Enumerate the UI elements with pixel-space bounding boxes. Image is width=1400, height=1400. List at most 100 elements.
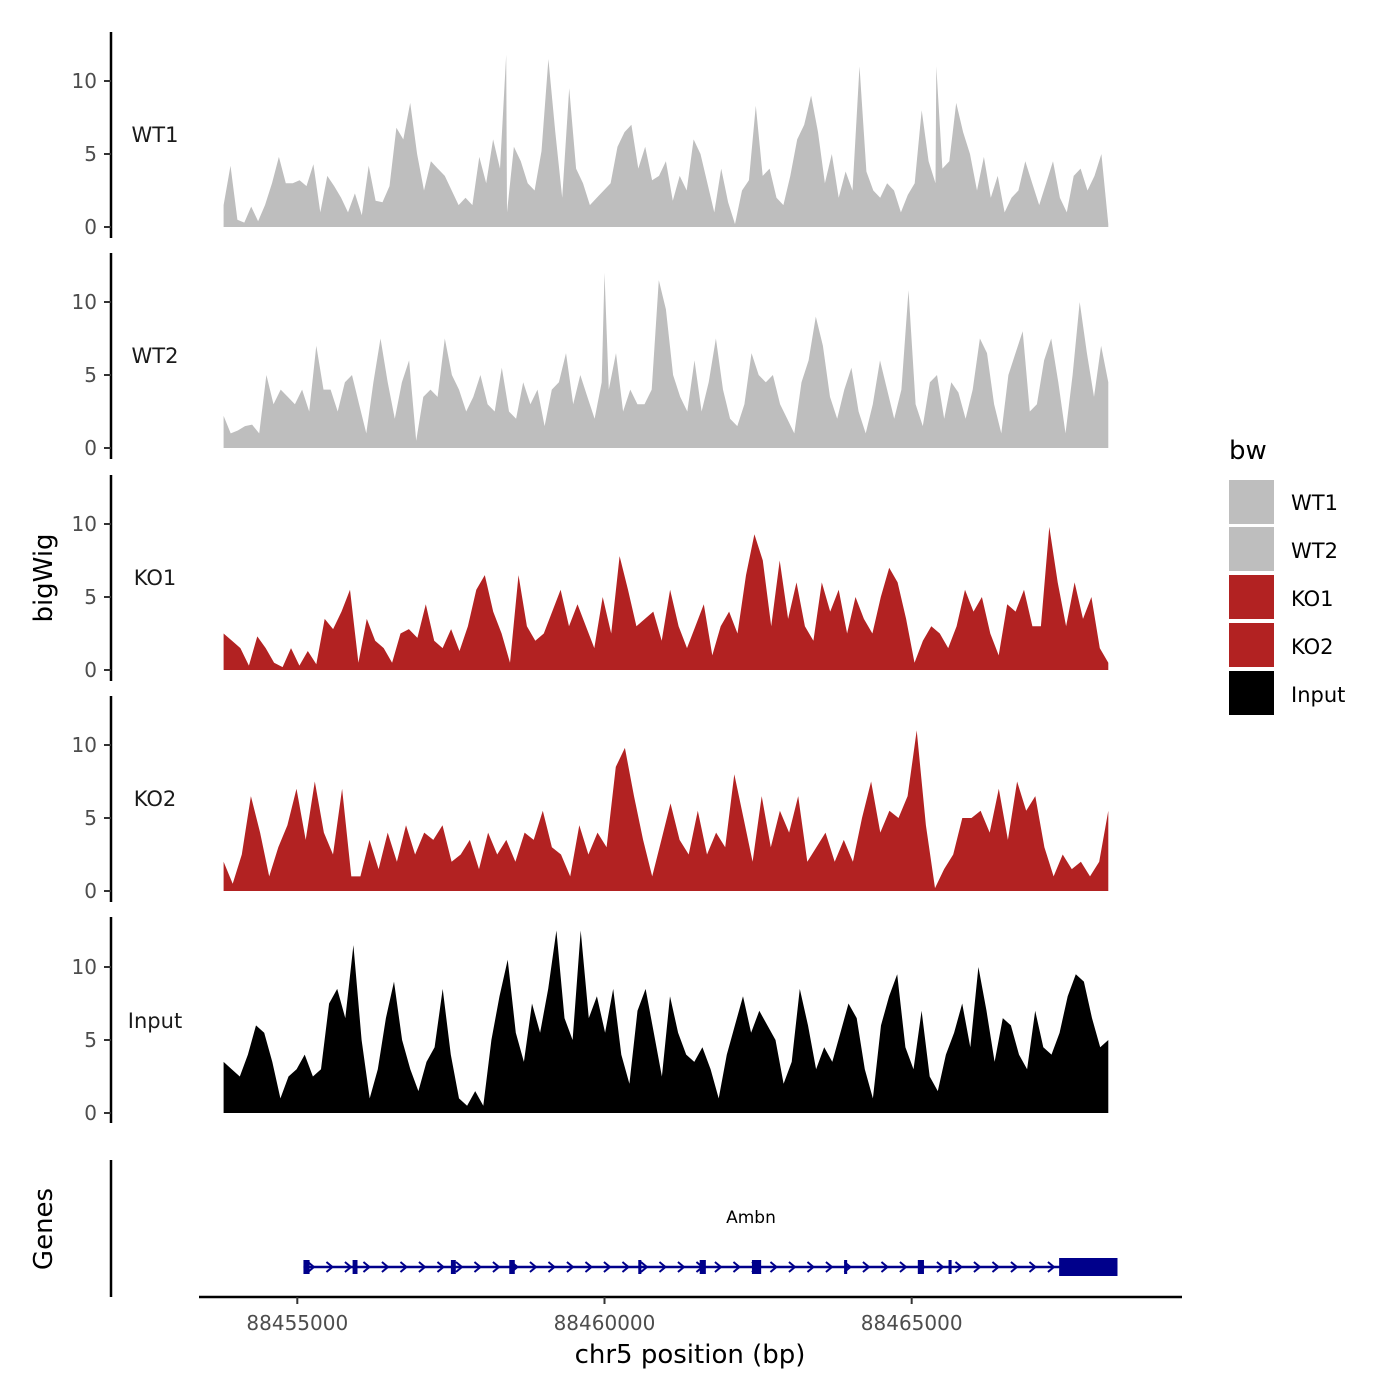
strand-arrow-icon xyxy=(1010,1261,1019,1273)
legend-item-ko1: KO1 xyxy=(1229,575,1334,619)
strand-arrow-icon xyxy=(566,1261,575,1273)
track-label-input: Input xyxy=(128,1009,182,1033)
strand-arrow-icon xyxy=(677,1261,686,1273)
legend-label-input: Input xyxy=(1291,683,1345,707)
gene-exon xyxy=(844,1260,848,1274)
legend-item-wt1: WT1 xyxy=(1229,480,1338,524)
strand-arrow-icon xyxy=(455,1261,464,1273)
x-axis-title: chr5 position (bp) xyxy=(575,1340,806,1370)
gene-exon xyxy=(509,1260,515,1274)
y-tick-label-5: 5 xyxy=(84,585,97,609)
coverage-area-wt2 xyxy=(223,272,1109,448)
genes-panel: Genes Ambn xyxy=(29,1160,1118,1297)
legend-label-wt1: WT1 xyxy=(1291,491,1338,515)
gene-exon xyxy=(699,1260,706,1274)
y-axis-title: bigWig xyxy=(29,533,59,622)
strand-arrow-icon xyxy=(880,1261,890,1273)
strand-arrow-icon xyxy=(1047,1261,1056,1273)
y-tick-label-0: 0 xyxy=(84,436,97,460)
legend-title: bw xyxy=(1229,436,1267,466)
strand-arrow-icon xyxy=(436,1261,446,1273)
legend-swatch-ko2 xyxy=(1229,623,1274,667)
x-axis: 88455000 88460000 88465000 chr5 position… xyxy=(199,1295,1182,1370)
y-ticks-wt1: 0 5 10 xyxy=(72,69,111,239)
strand-arrow-icon xyxy=(732,1261,742,1273)
legend-item-ko2: KO2 xyxy=(1229,623,1334,667)
gene-exon xyxy=(450,1260,456,1274)
legend-label-ko2: KO2 xyxy=(1291,635,1334,659)
track-wt1: WT1 xyxy=(109,32,1109,238)
x-tick-label: 88460000 xyxy=(554,1311,656,1335)
strand-arrow-icon xyxy=(825,1261,834,1273)
x-tick-label: 88455000 xyxy=(246,1311,348,1335)
gene-exon xyxy=(303,1260,310,1274)
strand-arrow-icon xyxy=(1028,1261,1038,1273)
strand-arrow-icon xyxy=(640,1261,649,1273)
y-tick-label-5: 5 xyxy=(84,806,97,830)
track-ko1: KO1 xyxy=(109,475,1109,681)
y-tick-label-10: 10 xyxy=(72,512,97,536)
y-tick-label-5: 5 xyxy=(84,142,97,166)
strand-arrow-icon xyxy=(973,1261,982,1273)
legend-label-ko1: KO1 xyxy=(1291,587,1334,611)
gene-exon xyxy=(638,1260,642,1274)
strand-arrow-icon xyxy=(769,1261,779,1273)
y-ticks-wt2: 0 5 10 xyxy=(72,290,111,460)
gene-exon xyxy=(917,1260,924,1274)
x-tick-88465000: 88465000 xyxy=(861,1297,963,1335)
strand-arrow-icon xyxy=(307,1261,316,1273)
coverage-area-ko2 xyxy=(223,730,1109,891)
track-input: Input xyxy=(109,917,1109,1123)
strand-arrow-icon xyxy=(492,1261,501,1273)
track-label-wt2: WT2 xyxy=(132,344,179,368)
strand-arrow-icon xyxy=(418,1261,427,1273)
y-tick-label-5: 5 xyxy=(84,1028,97,1052)
strand-arrow-icon xyxy=(473,1261,483,1273)
y-tick-label-5: 5 xyxy=(84,363,97,387)
y-ticks-ko1: 0 5 10 xyxy=(72,512,111,682)
strand-arrow-icon xyxy=(325,1261,335,1273)
strand-arrow-icon xyxy=(547,1261,557,1273)
track-label-ko1: KO1 xyxy=(134,566,177,590)
legend-swatch-input xyxy=(1229,671,1274,715)
legend-label-wt2: WT2 xyxy=(1291,539,1338,563)
y-tick-label-10: 10 xyxy=(72,955,97,979)
y-ticks-ko2: 0 5 10 xyxy=(72,733,111,903)
strand-arrow-icon xyxy=(714,1261,723,1273)
track-wt2: WT2 xyxy=(109,253,1109,459)
strand-arrow-icon xyxy=(362,1261,372,1273)
x-ticks: 88455000 88460000 88465000 xyxy=(246,1297,963,1335)
strand-arrow-icon xyxy=(936,1261,945,1273)
gene-exon xyxy=(751,1260,762,1274)
strand-arrow-icon xyxy=(621,1261,631,1273)
y-tick-label-0: 0 xyxy=(84,215,97,239)
track-ko2: KO2 xyxy=(109,696,1109,902)
strand-arrow-icon xyxy=(381,1261,390,1273)
gene-exon xyxy=(1059,1258,1118,1276)
y-tick-label-10: 10 xyxy=(72,290,97,314)
y-tick-label-0: 0 xyxy=(84,658,97,682)
genes-axis-title: Genes xyxy=(29,1188,59,1270)
y-tick-label-10: 10 xyxy=(72,69,97,93)
gene-exon xyxy=(352,1260,358,1274)
gene-model-ambn xyxy=(303,1258,1118,1276)
strand-arrow-icon xyxy=(806,1261,816,1273)
strand-arrow-icon xyxy=(344,1261,353,1273)
legend-item-wt2: WT2 xyxy=(1229,527,1338,571)
strand-arrow-icon xyxy=(991,1261,1001,1273)
track-label-wt1: WT1 xyxy=(132,123,179,147)
x-tick-88455000: 88455000 xyxy=(246,1297,348,1335)
y-tick-label-0: 0 xyxy=(84,879,97,903)
legend: bw WT1 WT2 KO1 KO2 Input xyxy=(1229,436,1345,715)
track-label-ko2: KO2 xyxy=(134,787,177,811)
coverage-area-input xyxy=(223,930,1109,1113)
gene-label-ambn: Ambn xyxy=(726,1208,776,1228)
strand-arrow-icon xyxy=(862,1261,871,1273)
y-ticks-input: 0 5 10 xyxy=(72,955,111,1125)
strand-arrow-icon xyxy=(954,1261,964,1273)
y-tick-label-10: 10 xyxy=(72,733,97,757)
legend-swatch-wt1 xyxy=(1229,480,1274,524)
coverage-area-ko1 xyxy=(223,526,1109,670)
strand-arrow-icon xyxy=(584,1261,594,1273)
